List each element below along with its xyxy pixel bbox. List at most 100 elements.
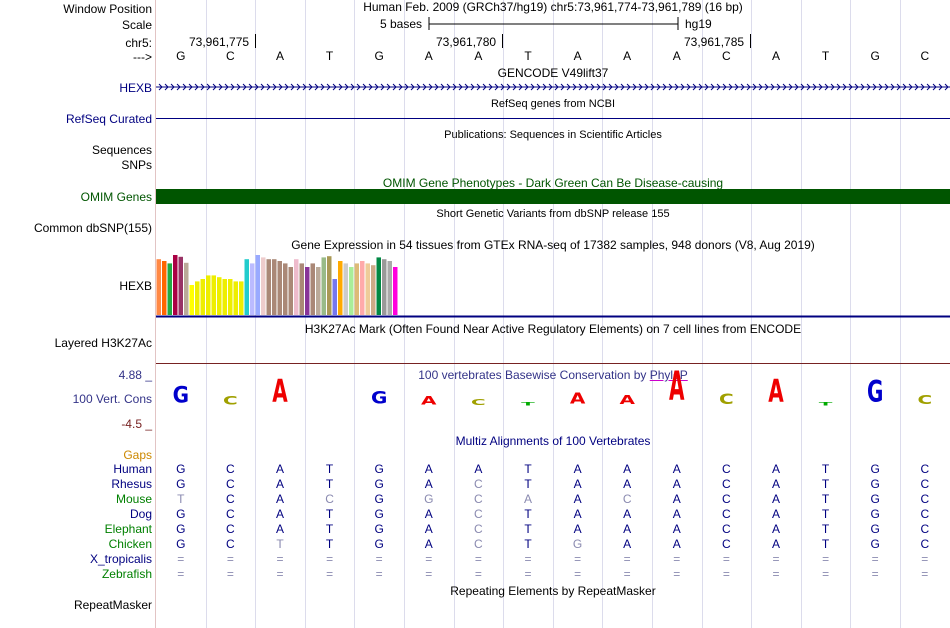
conservation-max-value: 4.88 _ <box>118 368 152 382</box>
gencode-gene-feature[interactable] <box>156 81 950 93</box>
gtex-tissue-bar <box>178 256 183 315</box>
gtex-tissue-bar <box>393 267 398 315</box>
alignment-base: T <box>524 522 532 536</box>
strand-chevron <box>782 83 787 91</box>
species-label-human[interactable]: Human <box>113 462 152 476</box>
alignment-base: G <box>870 462 880 476</box>
gtex-tissue-bar <box>189 285 194 315</box>
grid-line <box>503 0 504 628</box>
alignment-base: G <box>374 522 384 536</box>
alignment-base: A <box>771 522 780 536</box>
strand-chevron <box>686 83 691 91</box>
alignment-base: G <box>374 537 384 551</box>
omim-feature-bar[interactable] <box>156 189 950 204</box>
alignment-base: A <box>623 477 632 491</box>
alignment-base: = <box>326 567 334 581</box>
repeatmasker-track-label[interactable]: RepeatMasker <box>73 598 152 612</box>
snps-label[interactable]: SNPs <box>121 158 152 172</box>
strand-chevron <box>230 83 235 91</box>
strand-chevron <box>944 83 949 91</box>
species-label-elephant[interactable]: Elephant <box>104 522 152 536</box>
alignment-base: T <box>821 522 830 536</box>
species-label-chicken[interactable]: Chicken <box>108 537 152 551</box>
strand-chevron <box>866 83 871 91</box>
alignment-base: C <box>474 507 483 521</box>
species-label-zebrafish[interactable]: Zebrafish <box>101 567 152 581</box>
strand-chevron <box>164 83 169 91</box>
sequences-label[interactable]: Sequences <box>91 143 152 157</box>
strand-chevron <box>254 83 259 91</box>
refseq-track-label[interactable]: RefSeq Curated <box>65 112 152 126</box>
strand-chevron <box>860 83 865 91</box>
alignment-base: G <box>870 522 880 536</box>
alignment-base: G <box>374 492 384 506</box>
strand-chevron <box>584 83 589 91</box>
alignment-base: = <box>772 552 780 566</box>
alignment-base: A <box>275 522 284 536</box>
gtex-tissue-bar <box>338 261 343 315</box>
alignment-base: A <box>424 477 433 491</box>
gencode-gene-label[interactable]: HEXB <box>119 81 152 95</box>
h3k27ac-track-label[interactable]: Layered H3K27Ac <box>54 336 152 350</box>
alignment-base: T <box>821 477 830 491</box>
alignment-base: G <box>176 462 186 476</box>
alignment-base: C <box>226 492 235 506</box>
phylop-letter: A <box>669 362 685 410</box>
strand-chevron <box>218 83 223 91</box>
alignment-base: A <box>275 477 284 491</box>
strand-chevron <box>248 83 253 91</box>
strand-chevron <box>602 83 607 91</box>
strand-chevron <box>932 83 937 91</box>
strand-chevron <box>524 83 529 91</box>
strand-chevron <box>674 83 679 91</box>
strand-chevron <box>350 83 355 91</box>
conservation-track-label[interactable]: 100 Vert. Cons <box>72 392 152 406</box>
alignment-base: G <box>870 537 880 551</box>
strand-chevron <box>494 83 499 91</box>
alignment-base: G <box>176 477 186 491</box>
strand-chevron <box>938 83 943 91</box>
refseq-feature-line[interactable] <box>156 118 950 119</box>
h3k27ac-signal-baseline[interactable] <box>156 363 950 364</box>
gtex-expression-chart[interactable] <box>156 252 950 319</box>
alignment-base: C <box>722 507 731 521</box>
alignment-base: T <box>177 492 185 506</box>
strand-chevron <box>392 83 397 91</box>
strand-chevron <box>920 83 925 91</box>
h3k27ac-track-title: H3K27Ac Mark (Often Found Near Active Re… <box>304 322 802 336</box>
gaps-label[interactable]: Gaps <box>123 448 152 462</box>
phylop-link[interactable]: PhyloP <box>649 368 688 382</box>
dbsnp-track-label[interactable]: Common dbSNP(155) <box>33 221 152 235</box>
gtex-tissue-bar <box>332 279 337 315</box>
reference-base: G <box>176 49 186 63</box>
alignment-base: = <box>326 552 334 566</box>
gtex-gene-label[interactable]: HEXB <box>119 279 152 293</box>
strand-chevron <box>704 83 709 91</box>
alignment-base: C <box>920 522 930 536</box>
omim-track-label[interactable]: OMIM Genes <box>80 190 152 204</box>
alignment-base: C <box>722 522 731 536</box>
alignment-base: = <box>375 567 383 581</box>
alignment-base: C <box>722 492 731 506</box>
gtex-tissue-bar <box>354 263 359 315</box>
alignment-base: C <box>722 537 731 551</box>
strand-chevron <box>314 83 319 91</box>
reference-base: A <box>474 49 483 63</box>
species-label-rhesus[interactable]: Rhesus <box>111 477 152 491</box>
alignment-base: G <box>176 507 186 521</box>
strand-chevron <box>440 83 445 91</box>
strand-chevron <box>698 83 703 91</box>
alignment-base: T <box>325 477 334 491</box>
gtex-tissue-bar <box>316 267 321 315</box>
strand-chevron <box>566 83 571 91</box>
conservation-track-title: 100 vertebrates Basewise Conservation by… <box>156 368 950 382</box>
alignment-base: C <box>474 492 483 506</box>
alignment-base: A <box>424 462 433 476</box>
alignment-base: = <box>673 567 681 581</box>
species-label-dog[interactable]: Dog <box>129 507 152 521</box>
species-label-mouse[interactable]: Mouse <box>115 492 152 506</box>
species-label-x_tropicalis[interactable]: X_tropicalis <box>89 552 152 566</box>
alignment-base: = <box>177 567 185 581</box>
alignment-base: A <box>623 522 632 536</box>
alignment-base: T <box>524 477 532 491</box>
